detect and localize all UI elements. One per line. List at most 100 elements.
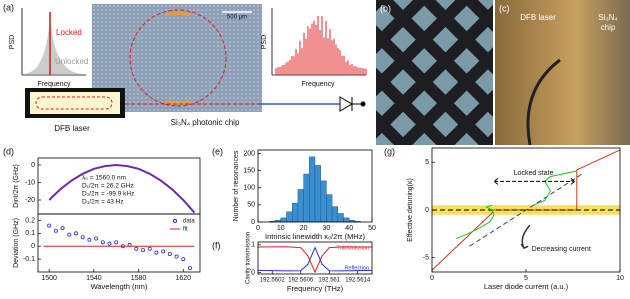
spectrum	[275, 15, 367, 75]
data-point	[47, 223, 52, 228]
ring	[129, 9, 227, 107]
axis-label: PSD	[261, 35, 268, 49]
x-tick-label: 1500	[41, 275, 57, 282]
hist-bar	[337, 213, 344, 223]
hist-bar	[309, 156, 316, 223]
data-point	[67, 232, 72, 237]
data-point	[134, 246, 139, 251]
scale-label: 500 μm	[227, 15, 247, 21]
hist-bar	[292, 202, 299, 223]
heater	[165, 11, 191, 105]
y-axis-label: Dint/2π (GHz)	[13, 164, 20, 208]
series-line	[469, 173, 583, 247]
x-tick-label: 0	[430, 275, 434, 282]
y-tick-label: -5	[423, 255, 429, 262]
label: DFB laser	[54, 124, 90, 133]
x-tick-label: 1620	[175, 275, 191, 282]
data-point	[80, 235, 85, 240]
x-tick-label: 192.5606	[288, 278, 314, 284]
annotation: Transmission	[337, 245, 370, 251]
x-tick-label: 192.5602	[260, 278, 286, 284]
annotation: Reflection	[345, 265, 369, 271]
panel-label: (a)	[3, 2, 14, 12]
data-point	[174, 254, 179, 259]
y-tick-label: -0.1	[23, 256, 35, 263]
panel-label: (g)	[384, 146, 395, 156]
arrow	[520, 224, 531, 250]
annotation: Decreasing current	[532, 246, 591, 253]
label: chip	[601, 23, 616, 32]
data-point	[87, 237, 92, 242]
panel-label: (e)	[212, 146, 223, 156]
plot-frame	[431, 147, 621, 273]
axis-label: PSD	[9, 35, 16, 49]
annotation: Locked state	[514, 170, 554, 177]
y-tick-label: 0	[31, 162, 35, 169]
hist-bar	[297, 189, 304, 223]
hist-bar	[280, 217, 287, 223]
y-tick-label: 0	[251, 219, 255, 226]
hist-bar	[343, 217, 350, 223]
label: Si₃N₄ photonic chip	[171, 118, 240, 127]
x-tick-label: 192.561	[318, 278, 340, 284]
series-line	[456, 204, 495, 240]
legend-marker	[172, 218, 178, 224]
y-axis-label: Deviation (GHz)	[13, 218, 20, 268]
y-axis-label: Cavity transmission	[246, 232, 252, 284]
panel-label: (b)	[380, 3, 391, 13]
axis-label: Frequency	[37, 81, 71, 88]
x-tick-label: 50	[368, 225, 376, 232]
series-line	[257, 246, 373, 272]
panel-label: (d)	[3, 146, 14, 156]
y-tick-label: -20	[25, 197, 35, 204]
legend-label: fit	[183, 227, 188, 233]
x-axis-label: Wavelength (nm)	[91, 282, 148, 291]
x-tick-label: 10	[616, 275, 624, 282]
x-tick-label: 0	[256, 225, 260, 232]
data-point	[114, 240, 119, 245]
hist-bar	[326, 194, 333, 223]
detector-out	[360, 101, 366, 107]
data-point	[167, 251, 172, 256]
data-point	[94, 236, 99, 241]
label: DFB laser	[520, 13, 556, 22]
data-point	[187, 266, 192, 271]
x-tick-label: 1540	[86, 275, 102, 282]
x-tick-label: 192.5614	[345, 278, 371, 284]
y-tick-label: 150	[243, 167, 255, 174]
x-tick-label: 10	[277, 225, 285, 232]
series-line	[431, 149, 621, 271]
detector	[339, 96, 362, 112]
hist-bar	[331, 206, 339, 223]
data-point	[107, 241, 112, 246]
panel-label: (c)	[499, 3, 510, 13]
photo-c	[495, 0, 630, 145]
data-point	[60, 226, 65, 231]
annotation: D₂/2π = -99.9 kHz	[82, 191, 134, 198]
schematic: PSD Frequency Locked Unlocked 500 μm PSD…	[3, 2, 367, 133]
unlocked-psd	[24, 14, 82, 74]
laser-cavity	[30, 92, 120, 114]
data-point	[73, 231, 78, 236]
plot-frame	[257, 149, 373, 223]
data-point	[161, 249, 166, 254]
plot-frame	[257, 241, 373, 275]
y-tick-label: 0	[31, 243, 35, 250]
x-tick-label: 5	[524, 275, 528, 282]
x-tick-label: 40	[345, 225, 353, 232]
hist-bar	[286, 211, 293, 223]
data-point	[53, 228, 58, 233]
hist-bar	[303, 173, 310, 223]
data-point	[154, 250, 159, 255]
laser-mode	[35, 96, 113, 110]
axis	[21, 8, 86, 76]
y-axis-label: Effective detuning(κ)	[407, 178, 414, 242]
label: Locked	[56, 28, 82, 37]
data-point	[141, 248, 146, 253]
hist-bar	[314, 165, 321, 223]
x-tick-label: 20	[300, 225, 308, 232]
data-point	[100, 240, 105, 245]
x-tick-label: 1580	[131, 275, 147, 282]
legend-label: data	[183, 219, 195, 225]
y-tick-label: 50	[247, 202, 255, 209]
